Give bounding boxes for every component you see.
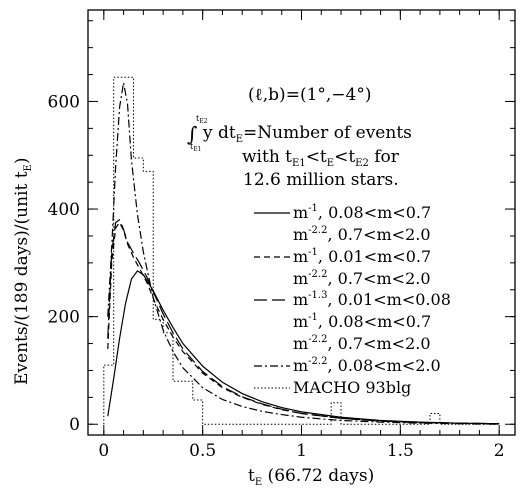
x-axis-label: tE (66.72 days) [248,466,374,488]
annotation-galactic-coords: (ℓ,b)=(1°,−4°) [248,85,371,105]
axis-ticks: 0 0.5 1 1.5 2 0 200 400 600 [48,10,515,461]
legend-entry-4: m-2.2, 0.7<m<2.0 [293,269,431,288]
integral-upper-limit: tE2 [196,114,208,125]
x-tick-label: 2 [494,441,505,461]
legend-entry-6: m-1, 0.08<m<0.7 [293,312,431,331]
y-tick-label: 400 [48,200,80,220]
legend-entry-8: m-2.2, 0.08<m<2.0 [293,356,441,375]
legend-entry-2: m-2.2, 0.7<m<2.0 [293,225,431,244]
y-axis-label: Events/(189 days)/(unit tE) [12,158,34,385]
legend-entry-7: m-2.2, 0.7<m<2.0 [293,334,431,353]
annotation: (ℓ,b)=(1°,−4°) ∫ tE2 tE1 y dtE=Number of… [187,85,412,190]
series-layer [103,76,500,425]
integral-sign: ∫ [187,122,197,146]
y-tick-label: 200 [48,308,80,328]
legend: m-1, 0.08<m<0.7 m-2.2, 0.7<m<2.0 m-1, 0.… [254,203,451,397]
annotation-line2: y dtE=Number of events [202,123,412,145]
series-line-dashdot [107,82,500,425]
legend-entry-5: m-1.3, 0.01<m<0.08 [293,290,451,309]
x-tick-label: 0.5 [189,441,216,461]
series-line-longdash [107,218,500,425]
x-tick-label: 1 [296,441,307,461]
x-tick-label: 0 [98,441,109,461]
series-line-solid [107,270,500,425]
y-tick-label: 0 [69,415,80,435]
integral-lower-limit: tE1 [190,142,201,153]
legend-entry-9: MACHO 93blg [293,378,411,397]
annotation-line3: with tE1<tE<tE2 for [242,147,400,169]
x-tick-label: 1.5 [387,441,414,461]
y-tick-label: 600 [48,92,80,112]
legend-entry-1: m-1, 0.08<m<0.7 [293,203,431,222]
annotation-line4: 12.6 million stars. [243,170,399,190]
legend-entry-3: m-1, 0.01<m<0.7 [293,247,431,266]
